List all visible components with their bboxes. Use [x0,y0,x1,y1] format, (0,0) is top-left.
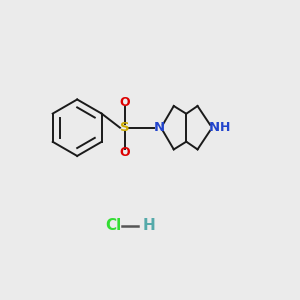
Text: N: N [153,121,164,134]
Text: S: S [120,121,130,134]
Text: Cl: Cl [105,218,122,233]
Text: O: O [119,96,130,109]
Text: O: O [119,146,130,160]
Text: N: N [208,121,220,134]
Text: H: H [220,121,230,134]
Text: H: H [142,218,155,233]
